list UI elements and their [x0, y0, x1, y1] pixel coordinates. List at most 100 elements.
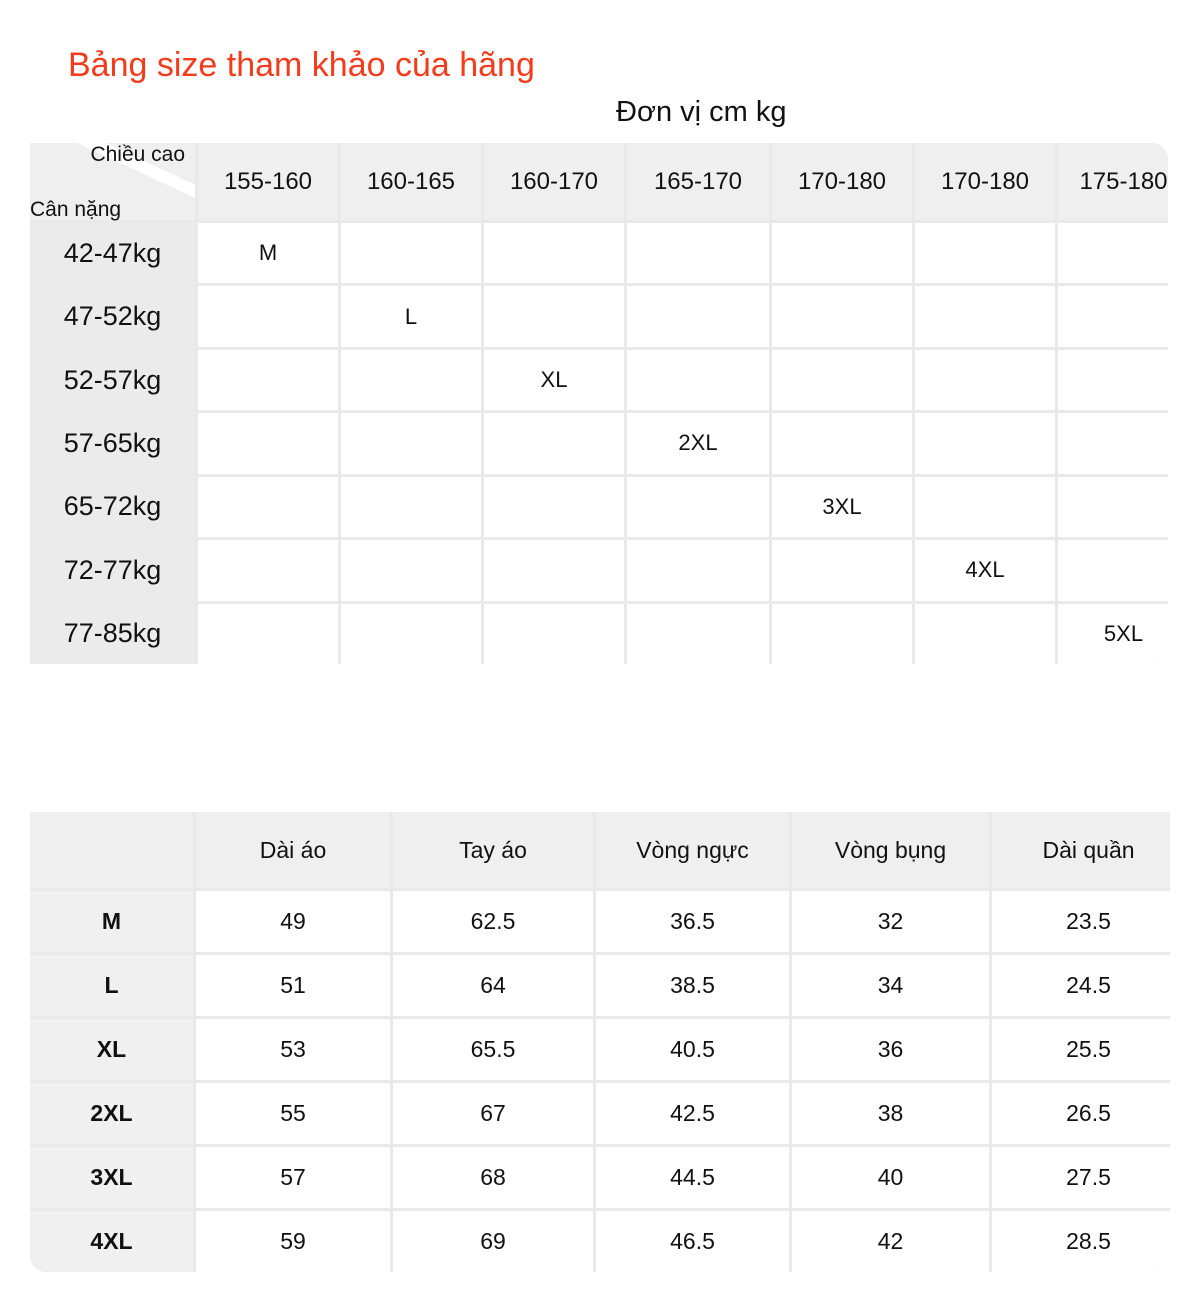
size-cell: L [341, 286, 481, 347]
size-label: M [30, 891, 193, 952]
measurement-cell: 69 [393, 1211, 593, 1272]
empty-cell [198, 349, 338, 411]
empty-cell [627, 349, 769, 411]
size-cell: 4XL [915, 540, 1055, 601]
empty-cell [915, 223, 1055, 284]
empty-cell [484, 413, 624, 474]
empty-cell [198, 413, 338, 474]
height-axis-label: Chiều cao [90, 143, 185, 166]
empty-cell [772, 603, 912, 664]
measurement-cell: 68 [393, 1147, 593, 1208]
measurement-cell: 38 [792, 1083, 989, 1144]
height-header: 165-170 [627, 143, 769, 220]
unit-label: Đơn vị cm kg [616, 96, 787, 128]
empty-cell [341, 603, 481, 664]
page-title: Bảng size tham khảo của hãng [68, 46, 535, 84]
empty-cell [484, 223, 624, 284]
measurement-cell: 46.5 [596, 1211, 789, 1272]
measurement-cell: 55 [196, 1083, 390, 1144]
measurement-cell: 42.5 [596, 1083, 789, 1144]
empty-cell [198, 540, 338, 601]
measurement-cell: 28.5 [992, 1211, 1170, 1272]
empty-cell [772, 540, 912, 601]
empty-cell [341, 476, 481, 538]
height-weight-size-table: Chiều cao Cân nặng 155-160 160-165 160-170… [30, 143, 1168, 664]
size-label: 2XL [30, 1083, 193, 1144]
empty-cell [341, 413, 481, 474]
measurement-cell: 49 [196, 891, 390, 952]
measurement-cell: 36.5 [596, 891, 789, 952]
empty-cell [915, 413, 1055, 474]
empty-cell [772, 413, 912, 474]
height-header: 155-160 [198, 143, 338, 220]
measurement-cell: 27.5 [992, 1147, 1170, 1208]
corner-header: Chiều cao Cân nặng [30, 143, 195, 221]
empty-cell [1058, 349, 1168, 411]
measurement-cell: 65.5 [393, 1019, 593, 1080]
empty-cell [198, 476, 338, 538]
empty-cell [484, 286, 624, 347]
empty-cell [772, 223, 912, 284]
weight-label: 42-47kg [30, 223, 195, 284]
column-header: Dài quần [992, 812, 1170, 888]
column-header [30, 812, 193, 888]
height-header: 170-180 [772, 143, 912, 220]
measurement-cell: 34 [792, 955, 989, 1016]
measurement-cell: 26.5 [992, 1083, 1170, 1144]
size-measurement-table: Dài áo Tay áo Vòng ngực Vòng bụng Dài quần M 4… [30, 812, 1170, 1272]
empty-cell [1058, 476, 1168, 538]
measurement-cell: 36 [792, 1019, 989, 1080]
empty-cell [915, 476, 1055, 538]
empty-cell [341, 223, 481, 284]
measurement-cell: 67 [393, 1083, 593, 1144]
empty-cell [1058, 413, 1168, 474]
empty-cell [627, 223, 769, 284]
measurement-cell: 64 [393, 955, 593, 1016]
size-cell: 2XL [627, 413, 769, 474]
measurement-cell: 53 [196, 1019, 390, 1080]
measurement-cell: 32 [792, 891, 989, 952]
column-header: Vòng ngực [596, 812, 789, 888]
height-header: 160-165 [341, 143, 481, 220]
weight-label: 47-52kg [30, 286, 195, 347]
weight-label: 57-65kg [30, 413, 195, 474]
weight-label: 72-77kg [30, 540, 195, 601]
size-cell: XL [484, 349, 624, 411]
weight-label: 65-72kg [30, 476, 195, 538]
measurement-cell: 40.5 [596, 1019, 789, 1080]
measurement-cell: 23.5 [992, 891, 1170, 952]
empty-cell [341, 540, 481, 601]
diagonal-divider [30, 143, 195, 220]
height-header: 175-180 [1058, 143, 1168, 220]
empty-cell [627, 476, 769, 538]
height-header: 160-170 [484, 143, 624, 220]
column-header: Tay áo [393, 812, 593, 888]
height-header: 170-180 [915, 143, 1055, 220]
measurement-cell: 24.5 [992, 955, 1170, 1016]
empty-cell [198, 286, 338, 347]
measurement-cell: 59 [196, 1211, 390, 1272]
weight-label: 77-85kg [30, 603, 195, 664]
weight-axis-label: Cân nặng [30, 198, 122, 221]
empty-cell [772, 286, 912, 347]
measurement-cell: 51 [196, 955, 390, 1016]
measurement-cell: 44.5 [596, 1147, 789, 1208]
measurement-cell: 38.5 [596, 955, 789, 1016]
empty-cell [1058, 223, 1168, 284]
empty-cell [198, 603, 338, 664]
column-header: Vòng bụng [792, 812, 989, 888]
measurement-cell: 40 [792, 1147, 989, 1208]
size-label: L [30, 955, 193, 1016]
size-label: 3XL [30, 1147, 193, 1208]
empty-cell [627, 603, 769, 664]
size-cell: M [198, 223, 338, 284]
size-cell: 3XL [772, 476, 912, 538]
empty-cell [627, 286, 769, 347]
empty-cell [915, 603, 1055, 664]
empty-cell [341, 349, 481, 411]
empty-cell [915, 349, 1055, 411]
empty-cell [484, 540, 624, 601]
empty-cell [484, 476, 624, 538]
empty-cell [772, 349, 912, 411]
measurement-cell: 42 [792, 1211, 989, 1272]
